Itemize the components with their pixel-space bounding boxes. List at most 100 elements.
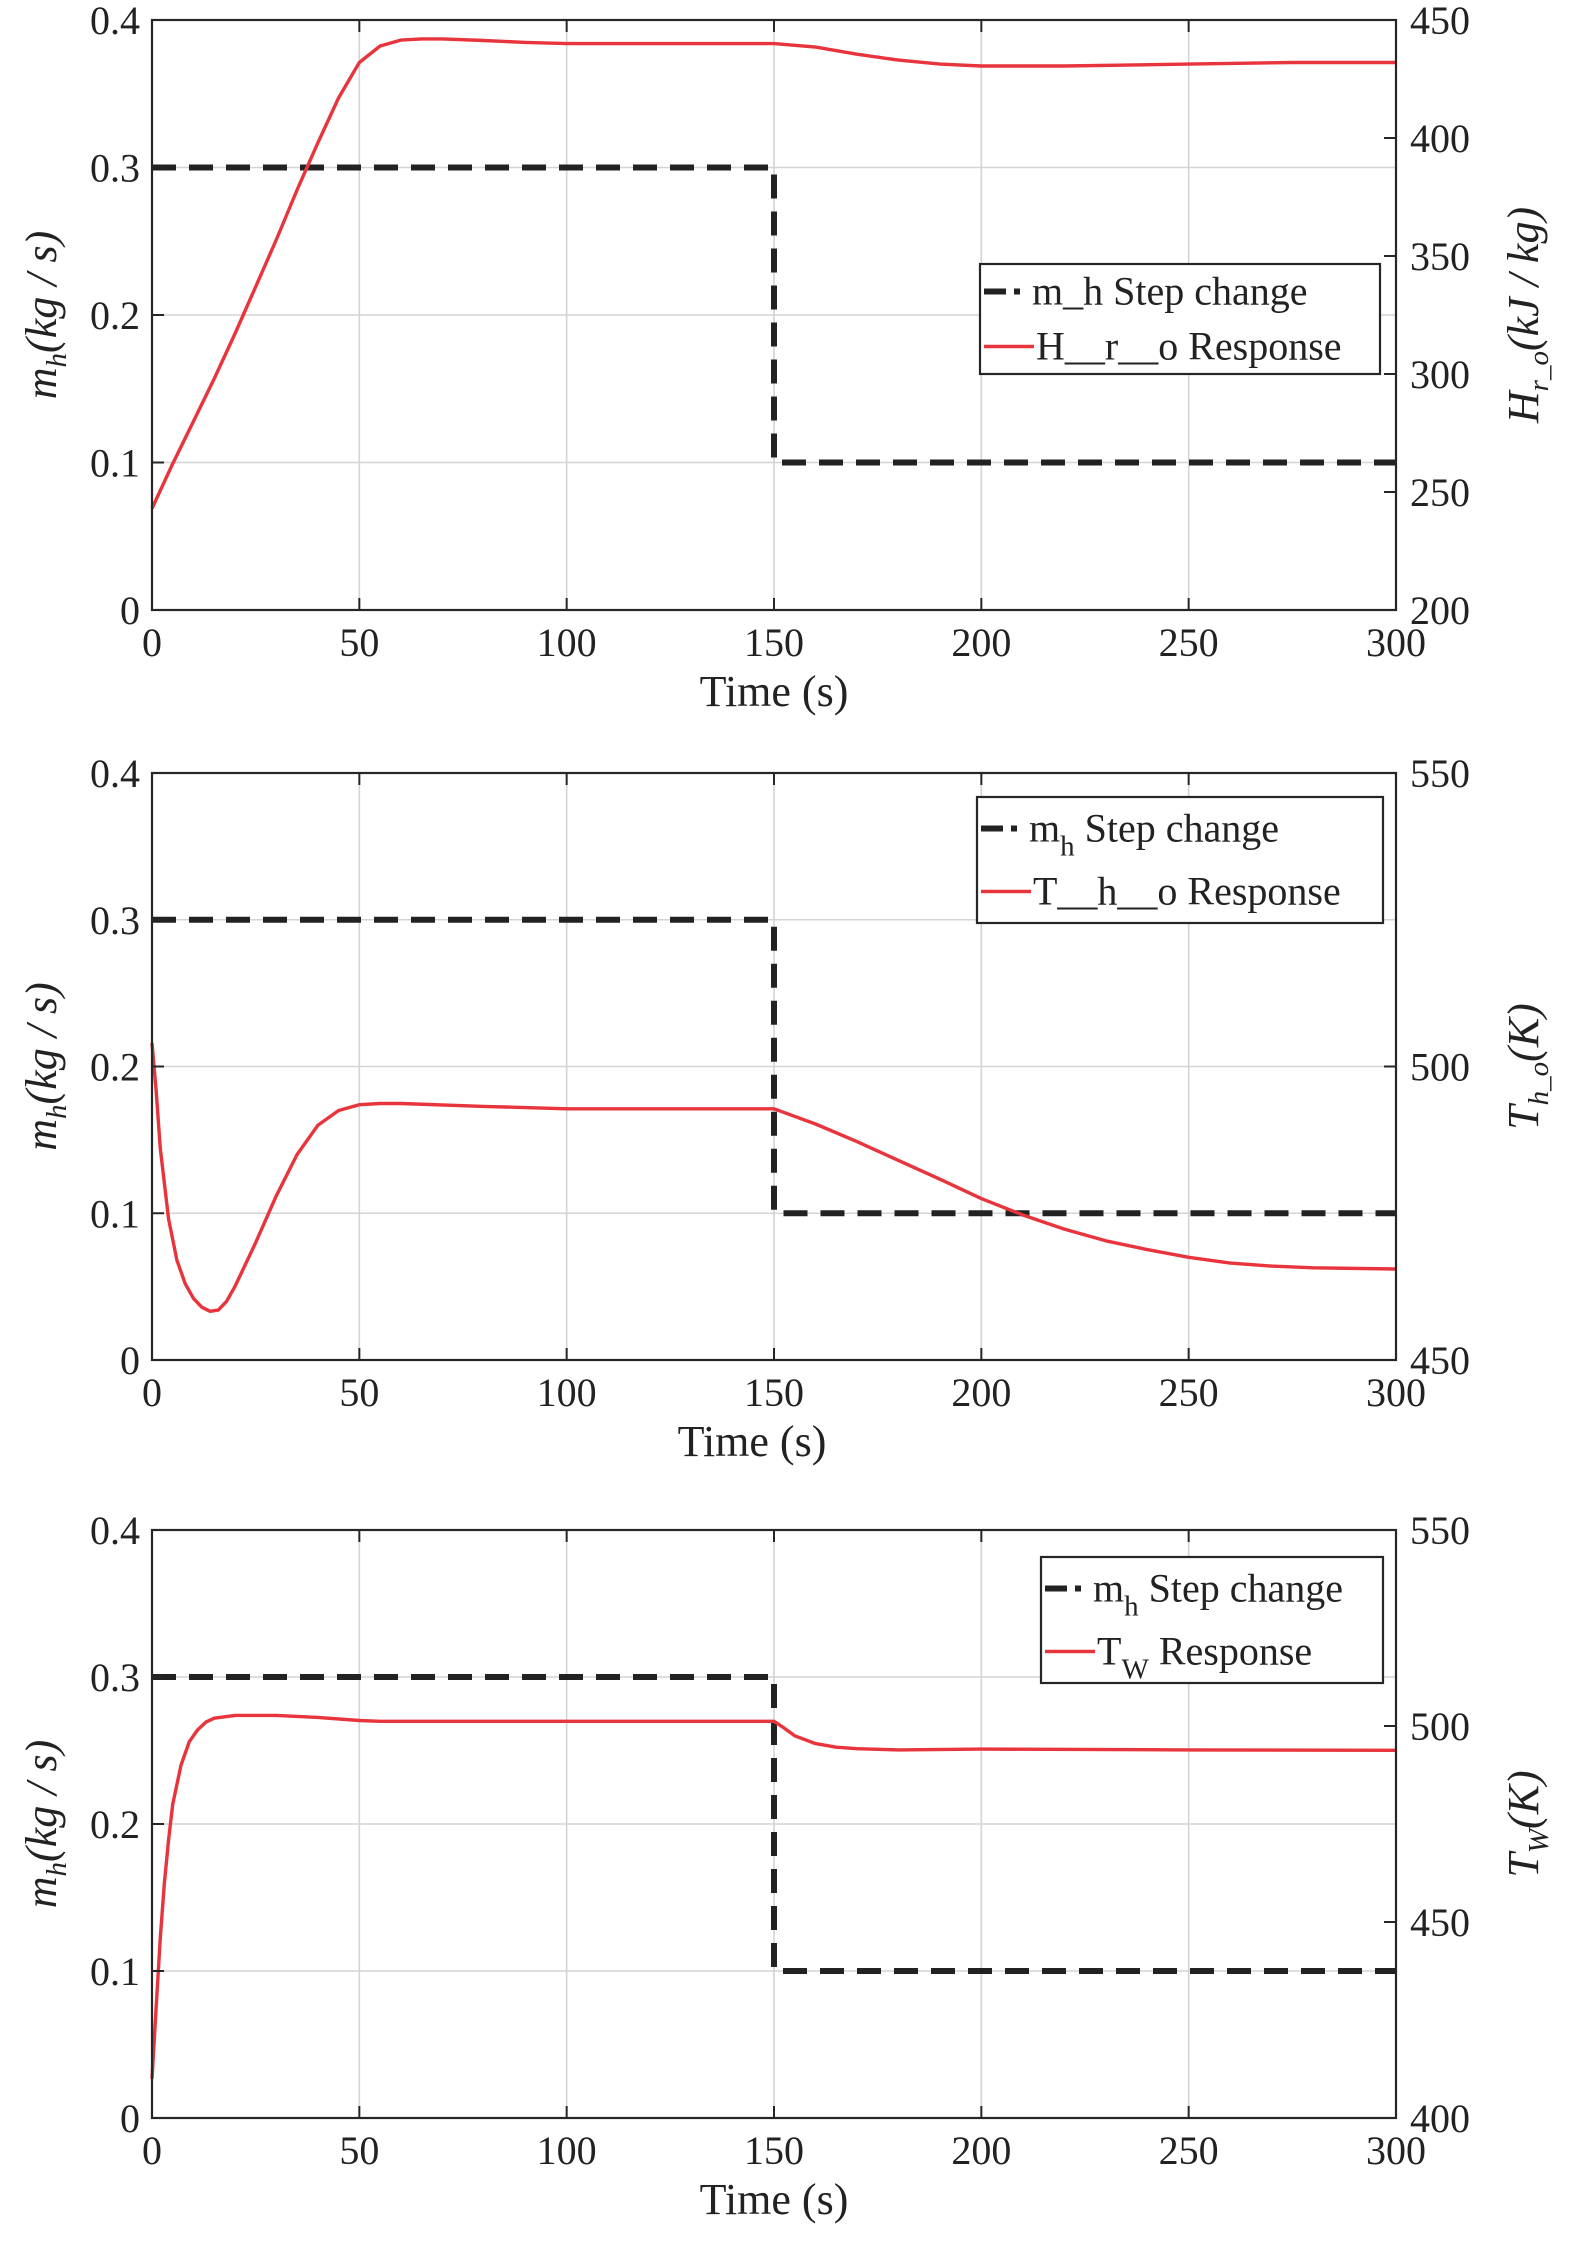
x-tick-label: 50: [339, 620, 379, 665]
y-left-tick-label: 0.1: [90, 1949, 140, 1994]
y-left-label-unit: (kg / s): [17, 231, 66, 353]
y-right-tick-label: 500: [1410, 1704, 1470, 1749]
y-right-tick-label: 400: [1410, 2096, 1470, 2141]
x-tick-label: 300: [1366, 620, 1426, 665]
x-tick-label: 250: [1159, 1370, 1219, 1415]
chart-panel-top: 0 50 100 150 200 250 300 0 0.1 0.2 0.3 0.4 200 250 300…: [17, 0, 1555, 716]
y-right-tick-label: 300: [1410, 352, 1470, 397]
x-tick-label: 300: [1366, 2128, 1426, 2173]
x-tick-label: 200: [951, 2128, 1011, 2173]
x-tick-label: 250: [1159, 620, 1219, 665]
y-right-tick-label: 550: [1410, 751, 1470, 796]
y-right-tick-label: 350: [1410, 234, 1470, 279]
y-left-tick-label: 0.3: [90, 146, 140, 191]
y-left-tick-label: 0.2: [90, 293, 140, 338]
y-left-tick-label: 0.1: [90, 1191, 140, 1236]
x-tick-label: 50: [339, 1370, 379, 1415]
y-left-label-unit: (kg / s): [17, 982, 66, 1104]
x-tick-label: 150: [744, 1370, 804, 1415]
x-tick-label: 100: [537, 620, 597, 665]
x-axis-label: Time (s): [700, 667, 849, 716]
y-right-label-symbol: H: [1499, 389, 1548, 424]
x-tick-label: 300: [1366, 1370, 1426, 1415]
y-left-tick-label: 0.4: [90, 0, 140, 43]
y-right-label-unit: (kJ / kg): [1499, 207, 1548, 351]
y-right-axis-label: Th_o(K): [1499, 1003, 1555, 1130]
legend: mh Step change T__h__o Response: [975, 795, 1385, 925]
y-left-tick-label: 0: [120, 2096, 140, 2141]
y-left-label-symbol: m: [17, 1119, 66, 1151]
y-left-axis-label: mh(kg / s): [17, 1740, 73, 1908]
legend-label-subscript: W: [1121, 1654, 1149, 1686]
series-line: [152, 164, 1396, 466]
y-right-label-subscript: W: [1523, 1826, 1555, 1853]
y-left-label-symbol: m: [17, 367, 66, 399]
y-right-axis-label: Hr_o(kJ / kg): [1499, 207, 1555, 424]
legend-label-rest: Step change: [1075, 806, 1279, 851]
legend-label-subscript: h: [1124, 1591, 1139, 1623]
legend-label-main: m_h Step change: [1032, 269, 1308, 314]
x-tick-label: 0: [142, 620, 162, 665]
series-line: [152, 1674, 1396, 1974]
x-tick-label: 0: [142, 2128, 162, 2173]
y-left-tick-label: 0.4: [90, 1508, 140, 1553]
chart-panel-bottom: 0 50 100 150 200 250 300 0 0.1 0.2 0.3 0.4 400 450 500…: [17, 1508, 1555, 2224]
x-axis-label: Time (s): [700, 2175, 849, 2224]
x-tick-label: 250: [1159, 2128, 1219, 2173]
legend-label-main: m: [1029, 806, 1060, 851]
y-right-label-subscript: h_o: [1523, 1062, 1555, 1106]
x-tick-label: 150: [744, 2128, 804, 2173]
legend-label: mh Step change: [1029, 806, 1279, 863]
y-left-axis-label: mh(kg / s): [17, 982, 73, 1150]
y-left-tick-label: 0: [120, 588, 140, 633]
y-right-tick-label: 250: [1410, 470, 1470, 515]
legend-label: TW Response: [1097, 1629, 1312, 1686]
y-right-tick-label: 450: [1410, 0, 1470, 43]
y-right-axis-label: TW(K): [1499, 1770, 1555, 1877]
y-right-tick-label: 400: [1410, 116, 1470, 161]
y-left-label-subscript: h: [41, 1862, 73, 1877]
legend: m_h Step change H__r__o Response: [978, 262, 1382, 376]
legend-label: T__h__o Response: [1033, 869, 1341, 914]
x-tick-label: 150: [744, 620, 804, 665]
legend-box: [1039, 1555, 1385, 1685]
x-tick-label: 100: [537, 1370, 597, 1415]
y-left-label-subscript: h: [41, 1104, 73, 1119]
legend-label-subscript: h: [1060, 831, 1075, 863]
y-left-tick-label: 0.4: [90, 751, 140, 796]
x-axis-label: Time (s): [678, 1417, 827, 1466]
legend-label: H__r__o Response: [1036, 324, 1342, 369]
y-right-tick-label: 550: [1410, 1508, 1470, 1553]
y-left-tick-label: 0: [120, 1338, 140, 1383]
y-right-label-unit: (K): [1499, 1770, 1548, 1829]
y-left-tick-label: 0.1: [90, 441, 140, 486]
x-tick-label: 200: [951, 1370, 1011, 1415]
y-left-label-symbol: m: [17, 1876, 66, 1908]
y-right-tick-label: 450: [1410, 1900, 1470, 1945]
legend-label-main: H__r__o Response: [1036, 324, 1342, 369]
legend-label: mh Step change: [1093, 1566, 1343, 1623]
y-right-tick-label: 200: [1410, 588, 1470, 633]
legend: mh Step change TW Response: [1039, 1555, 1385, 1686]
legend-label-main: m: [1093, 1566, 1124, 1611]
x-tick-label: 0: [142, 1370, 162, 1415]
y-right-label-symbol: T: [1499, 1850, 1548, 1878]
series-line: [150, 37, 1396, 510]
series-line: [152, 916, 1396, 1217]
y-right-label-unit: (K): [1499, 1003, 1548, 1062]
legend-label-rest: Response: [1149, 1629, 1312, 1674]
legend-label: m_h Step change: [1032, 269, 1308, 314]
y-left-axis-label: mh(kg / s): [17, 231, 73, 399]
legend-box: [975, 795, 1385, 925]
series-line: [150, 1042, 1397, 1314]
y-left-label-unit: (kg / s): [17, 1740, 66, 1862]
y-right-label-subscript: r_o: [1523, 351, 1555, 391]
y-right-tick-label: 500: [1410, 1045, 1470, 1090]
legend-box: [978, 262, 1382, 376]
y-left-tick-label: 0.3: [90, 898, 140, 943]
y-left-tick-label: 0.2: [90, 1802, 140, 1847]
legend-label-main: T__h__o Response: [1033, 869, 1341, 914]
y-left-label-subscript: h: [41, 353, 73, 368]
legend-label-main: T: [1097, 1629, 1121, 1674]
